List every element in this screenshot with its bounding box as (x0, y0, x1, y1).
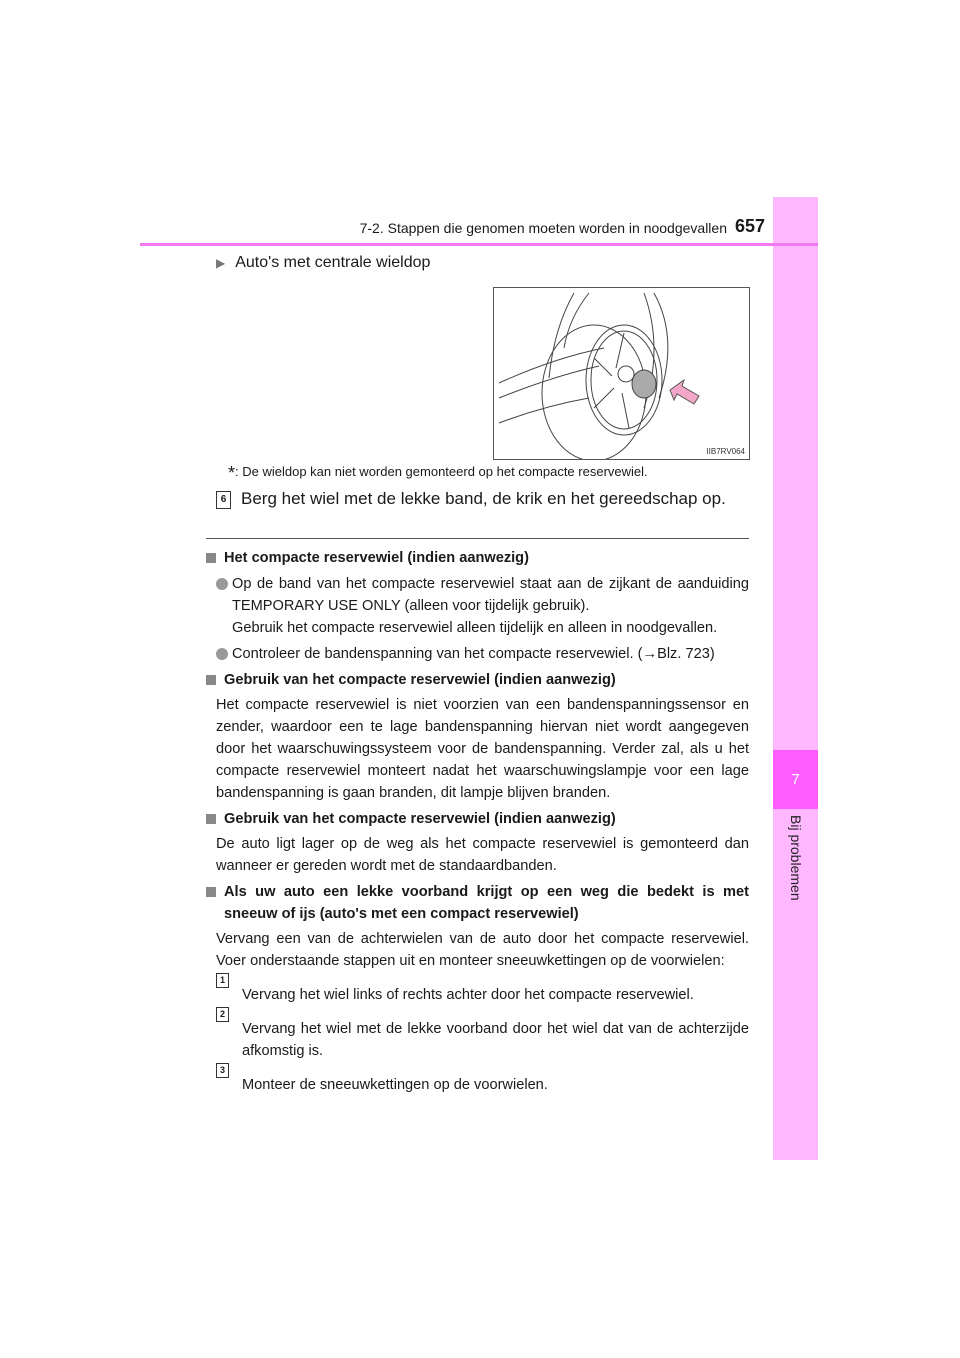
square-bullet-icon (206, 675, 216, 685)
paragraph: De auto ligt lager op de weg als het com… (216, 836, 749, 874)
step-item: 2 Vervang het wiel met de lekke voorband … (216, 1007, 749, 1062)
divider (206, 538, 749, 539)
bullet-icon (216, 578, 228, 590)
paragraph: Het compacte reservewiel is niet voorzie… (216, 697, 749, 801)
bullet-item: Op de band van het compacte reservewiel … (216, 573, 749, 639)
subheading: ▶ Auto's met centrale wieldop (216, 254, 431, 271)
section-heading: Gebruik van het compacte reservewiel (in… (206, 808, 749, 830)
square-bullet-icon (206, 887, 216, 897)
step-number: 2 (216, 1007, 229, 1022)
square-bullet-icon (206, 814, 216, 824)
chapter-number: 7 (773, 750, 818, 809)
step-item: 3 Monteer de sneeuwkettingen op de voorwi… (216, 1063, 749, 1096)
step-number: 3 (216, 1063, 229, 1078)
chapter-label: Bij problemen (787, 815, 804, 901)
bullet-icon (216, 648, 228, 660)
notes-body: Het compacte reservewiel (indien aanwezi… (206, 543, 749, 1096)
step-number: 6 (216, 491, 231, 509)
section-heading: Het compacte reservewiel (indien aanwezi… (206, 547, 749, 569)
bullet-item: Controleer de bandenspanning van het com… (216, 643, 749, 665)
triangle-right-icon: ▶ (216, 256, 226, 270)
paragraph: Vervang een van de achterwielen van de a… (216, 931, 749, 969)
step-item: 1 Vervang het wiel links of rechts achter… (216, 973, 749, 1006)
step-6: 6 Berg het wiel met de lekke band, de kri… (216, 489, 726, 509)
page-number: 657 (735, 216, 766, 236)
wheel-cap-illustration: IIB7RV064 (493, 287, 750, 462)
square-bullet-icon (206, 553, 216, 563)
section-title: 7-2. Stappen die genomen moeten worden i… (359, 220, 727, 236)
section-heading: Gebruik van het compacte reservewiel (in… (206, 669, 749, 691)
side-tab (773, 197, 818, 1160)
section-heading: Als uw auto een lekke voorband krijgt op… (206, 881, 749, 925)
footnote: *: De wieldop kan niet worden gemonteerd… (228, 463, 648, 483)
header-divider (140, 243, 818, 246)
step-number: 1 (216, 973, 229, 988)
figure-code: IIB7RV064 (706, 447, 745, 456)
